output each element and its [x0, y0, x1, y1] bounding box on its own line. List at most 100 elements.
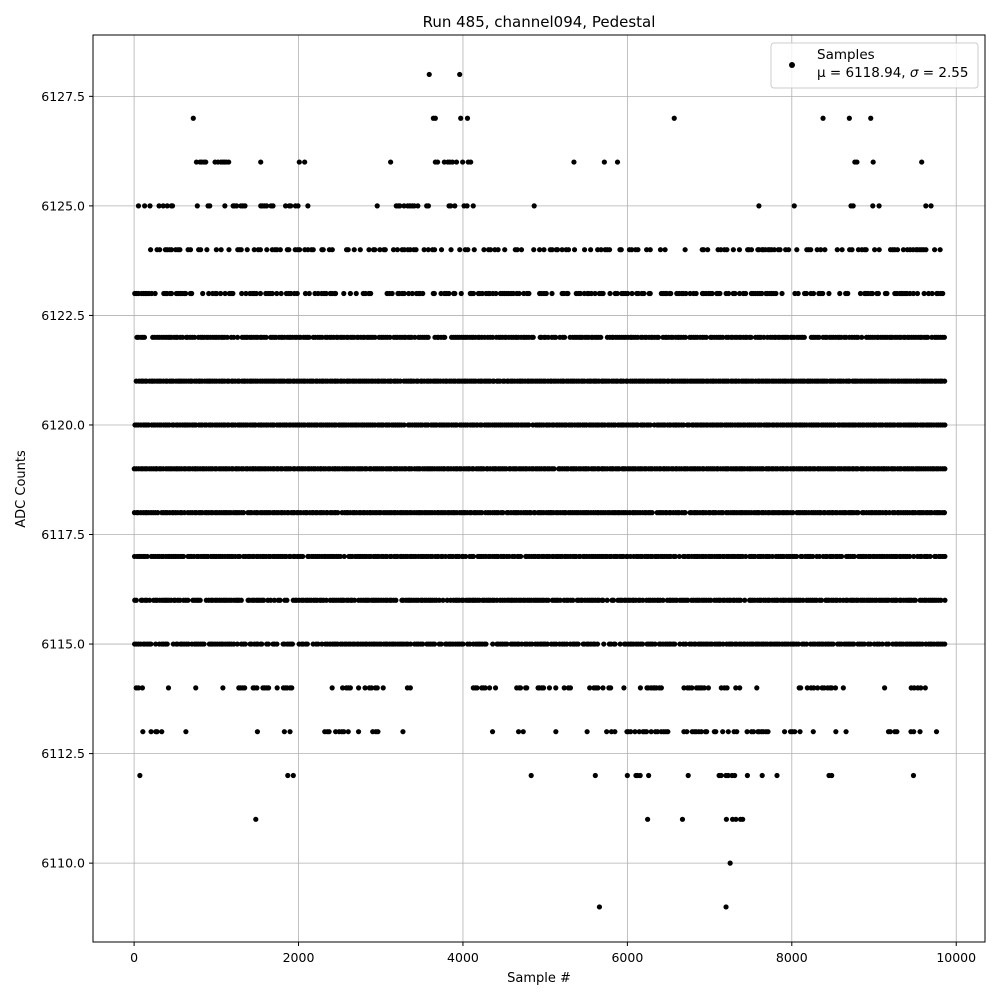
data-point	[811, 685, 817, 691]
data-point	[737, 597, 744, 603]
data-point	[493, 290, 499, 297]
data-point	[911, 729, 917, 735]
data-point	[794, 553, 800, 560]
data-point	[925, 334, 931, 340]
data-point	[637, 772, 643, 779]
data-point	[818, 247, 824, 253]
data-point	[596, 904, 603, 910]
data-point	[460, 641, 466, 647]
data-point	[470, 553, 477, 560]
data-point	[645, 816, 651, 822]
data-point	[164, 641, 170, 647]
data-point	[264, 247, 270, 253]
data-point	[815, 685, 821, 691]
data-point	[237, 553, 243, 560]
legend-stats-suffix: = 2.55	[918, 65, 968, 81]
data-point	[288, 203, 294, 209]
data-point	[479, 509, 485, 516]
data-point	[832, 685, 839, 691]
legend-stats-prefix: μ = 6118.94,	[817, 65, 910, 81]
data-point	[600, 597, 606, 603]
data-point	[900, 247, 907, 253]
data-point	[487, 685, 493, 691]
data-point	[551, 466, 557, 472]
data-point	[941, 509, 948, 516]
data-point	[756, 203, 762, 209]
data-point	[452, 290, 458, 297]
data-point	[180, 553, 187, 560]
data-point	[549, 290, 555, 297]
y-axis-label: ADC Counts	[14, 450, 29, 528]
data-point	[795, 641, 802, 647]
data-point	[524, 685, 530, 691]
data-point	[700, 247, 707, 253]
data-point	[218, 247, 224, 253]
data-point	[942, 466, 948, 472]
data-point	[502, 247, 508, 253]
data-point	[483, 641, 489, 647]
data-point	[315, 290, 321, 297]
data-point	[425, 334, 431, 340]
data-point	[277, 247, 283, 253]
data-point	[885, 641, 892, 647]
data-point	[564, 641, 570, 647]
data-point	[851, 553, 857, 560]
data-point	[351, 597, 358, 603]
data-point	[213, 247, 219, 253]
data-point	[736, 290, 743, 297]
data-point	[725, 290, 732, 297]
data-point	[514, 247, 520, 253]
data-point	[183, 729, 189, 735]
data-point	[341, 553, 347, 560]
data-point	[632, 729, 638, 735]
data-point	[584, 729, 590, 735]
data-point	[189, 290, 195, 297]
data-point	[617, 641, 623, 647]
data-point	[377, 247, 383, 253]
data-point	[257, 290, 264, 297]
data-point	[251, 247, 257, 253]
data-point	[495, 247, 501, 253]
data-point	[531, 203, 537, 209]
data-point	[869, 290, 875, 297]
data-point	[133, 597, 139, 603]
data-point	[465, 247, 471, 253]
data-point	[917, 729, 923, 735]
data-point	[204, 247, 210, 253]
data-point	[190, 115, 196, 121]
data-point	[733, 685, 739, 691]
data-point	[732, 290, 738, 297]
data-point	[671, 115, 677, 121]
data-point	[326, 729, 332, 735]
data-point	[187, 247, 194, 253]
data-point	[929, 290, 935, 297]
data-point	[543, 290, 549, 297]
data-point	[839, 247, 845, 253]
data-point	[919, 159, 925, 165]
data-point	[242, 203, 248, 209]
data-point	[289, 641, 296, 647]
data-point	[662, 247, 668, 253]
data-point	[868, 115, 874, 121]
data-point	[777, 247, 783, 253]
data-point	[226, 247, 232, 253]
data-point	[432, 641, 438, 647]
data-point	[655, 334, 662, 340]
data-point	[672, 641, 678, 647]
data-point	[387, 334, 393, 340]
data-point	[341, 290, 347, 297]
data-point	[594, 641, 601, 647]
data-point	[397, 378, 403, 384]
data-point	[432, 115, 438, 121]
data-point	[610, 597, 617, 603]
data-point	[545, 334, 551, 340]
data-point	[448, 203, 454, 209]
data-point	[941, 334, 948, 340]
data-point	[470, 290, 477, 297]
data-point	[881, 685, 888, 691]
data-point	[268, 597, 274, 603]
data-point	[684, 729, 690, 735]
data-point	[600, 685, 606, 691]
data-point	[759, 772, 765, 779]
data-point	[942, 378, 948, 384]
